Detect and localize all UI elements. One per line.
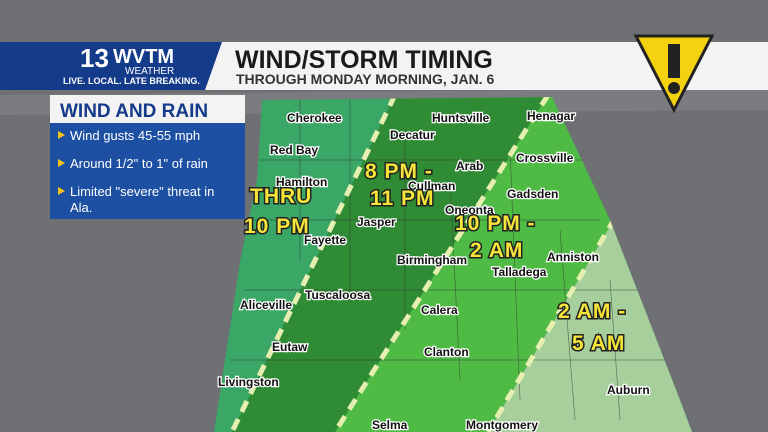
logo-sub: WEATHER — [125, 66, 174, 77]
zone-label: 11 PM — [370, 187, 435, 210]
zone-label: 10 PM — [244, 215, 310, 238]
city-label: Tuscaloosa — [305, 288, 370, 302]
logo-number: 13 — [80, 43, 109, 73]
bullet-text: Wind gusts 45-55 mph — [70, 128, 200, 143]
zone-label: 2 AM — [470, 239, 523, 262]
zone-label: 8 PM - — [365, 160, 433, 183]
panel-body — [50, 123, 245, 219]
bullet-icon — [58, 187, 65, 195]
city-label: Huntsville — [432, 111, 490, 125]
bullet-line: Limited "severe" threat in — [70, 184, 214, 199]
city-label: Henagar — [527, 109, 575, 123]
city-label: Jasper — [357, 215, 396, 229]
city-label: Cullman — [408, 179, 455, 193]
warning-bar — [668, 44, 680, 78]
panel-title: WIND AND RAIN — [60, 101, 208, 122]
city-label: Calera — [421, 303, 458, 317]
logo-call: WVTM — [113, 46, 174, 68]
city-label: Arab — [456, 159, 483, 173]
warning-dot — [668, 82, 680, 94]
zone-label: 10 PM - — [455, 212, 536, 235]
panel-header — [50, 95, 245, 123]
city-label: Anniston — [547, 250, 599, 264]
city-label: Clanton — [424, 345, 469, 359]
city-label: Montgomery — [466, 418, 538, 432]
city-label: Livingston — [218, 375, 279, 389]
city-label: Aliceville — [240, 298, 292, 312]
city-labels: Cherokee Huntsville Henagar Decatur Red Bay A… — [217, 108, 651, 432]
bullet-list: Wind gusts 45-55 mph Around 1/2" to 1" of… — [58, 128, 214, 215]
subtitle: THROUGH MONDAY MORNING, JAN. 6 — [236, 71, 494, 87]
title: WIND/STORM TIMING — [235, 46, 493, 74]
city-label: Eutaw — [272, 340, 308, 354]
city-label: Gadsden — [507, 187, 558, 201]
tagline: LIVE. LOCAL. LATE BREAKING. — [63, 76, 200, 86]
city-label: Birmingham — [397, 253, 467, 267]
city-label: Auburn — [607, 383, 650, 397]
city-label: Crossville — [516, 151, 574, 165]
bullet-icon — [58, 131, 65, 139]
city-label: Fayette — [304, 233, 346, 247]
city-label: Cherokee — [287, 111, 342, 125]
state-map — [214, 97, 692, 432]
city-label: Decatur — [390, 128, 435, 142]
logo-box — [0, 42, 222, 90]
city-label: Oneonta — [445, 203, 494, 217]
zone-label: 2 AM - — [558, 300, 626, 323]
city-label: Talladega — [492, 265, 547, 279]
bullet-icon — [58, 159, 65, 167]
city-label: Red Bay — [270, 143, 318, 157]
zone-label: THRU — [250, 185, 312, 208]
bullet-text: Around 1/2" to 1" of rain — [70, 156, 208, 171]
city-label: Selma — [372, 418, 408, 432]
city-label: Hamilton — [276, 175, 327, 189]
bullet-line: Ala. — [70, 200, 92, 215]
zone-labels: THRU 10 PM 8 PM - 11 PM 10 PM - 2 AM 2 AM - 5 A… — [243, 159, 627, 357]
bullet-text: Limited "severe" threat in Ala. — [70, 184, 214, 215]
zone-label: 5 AM — [572, 332, 625, 355]
